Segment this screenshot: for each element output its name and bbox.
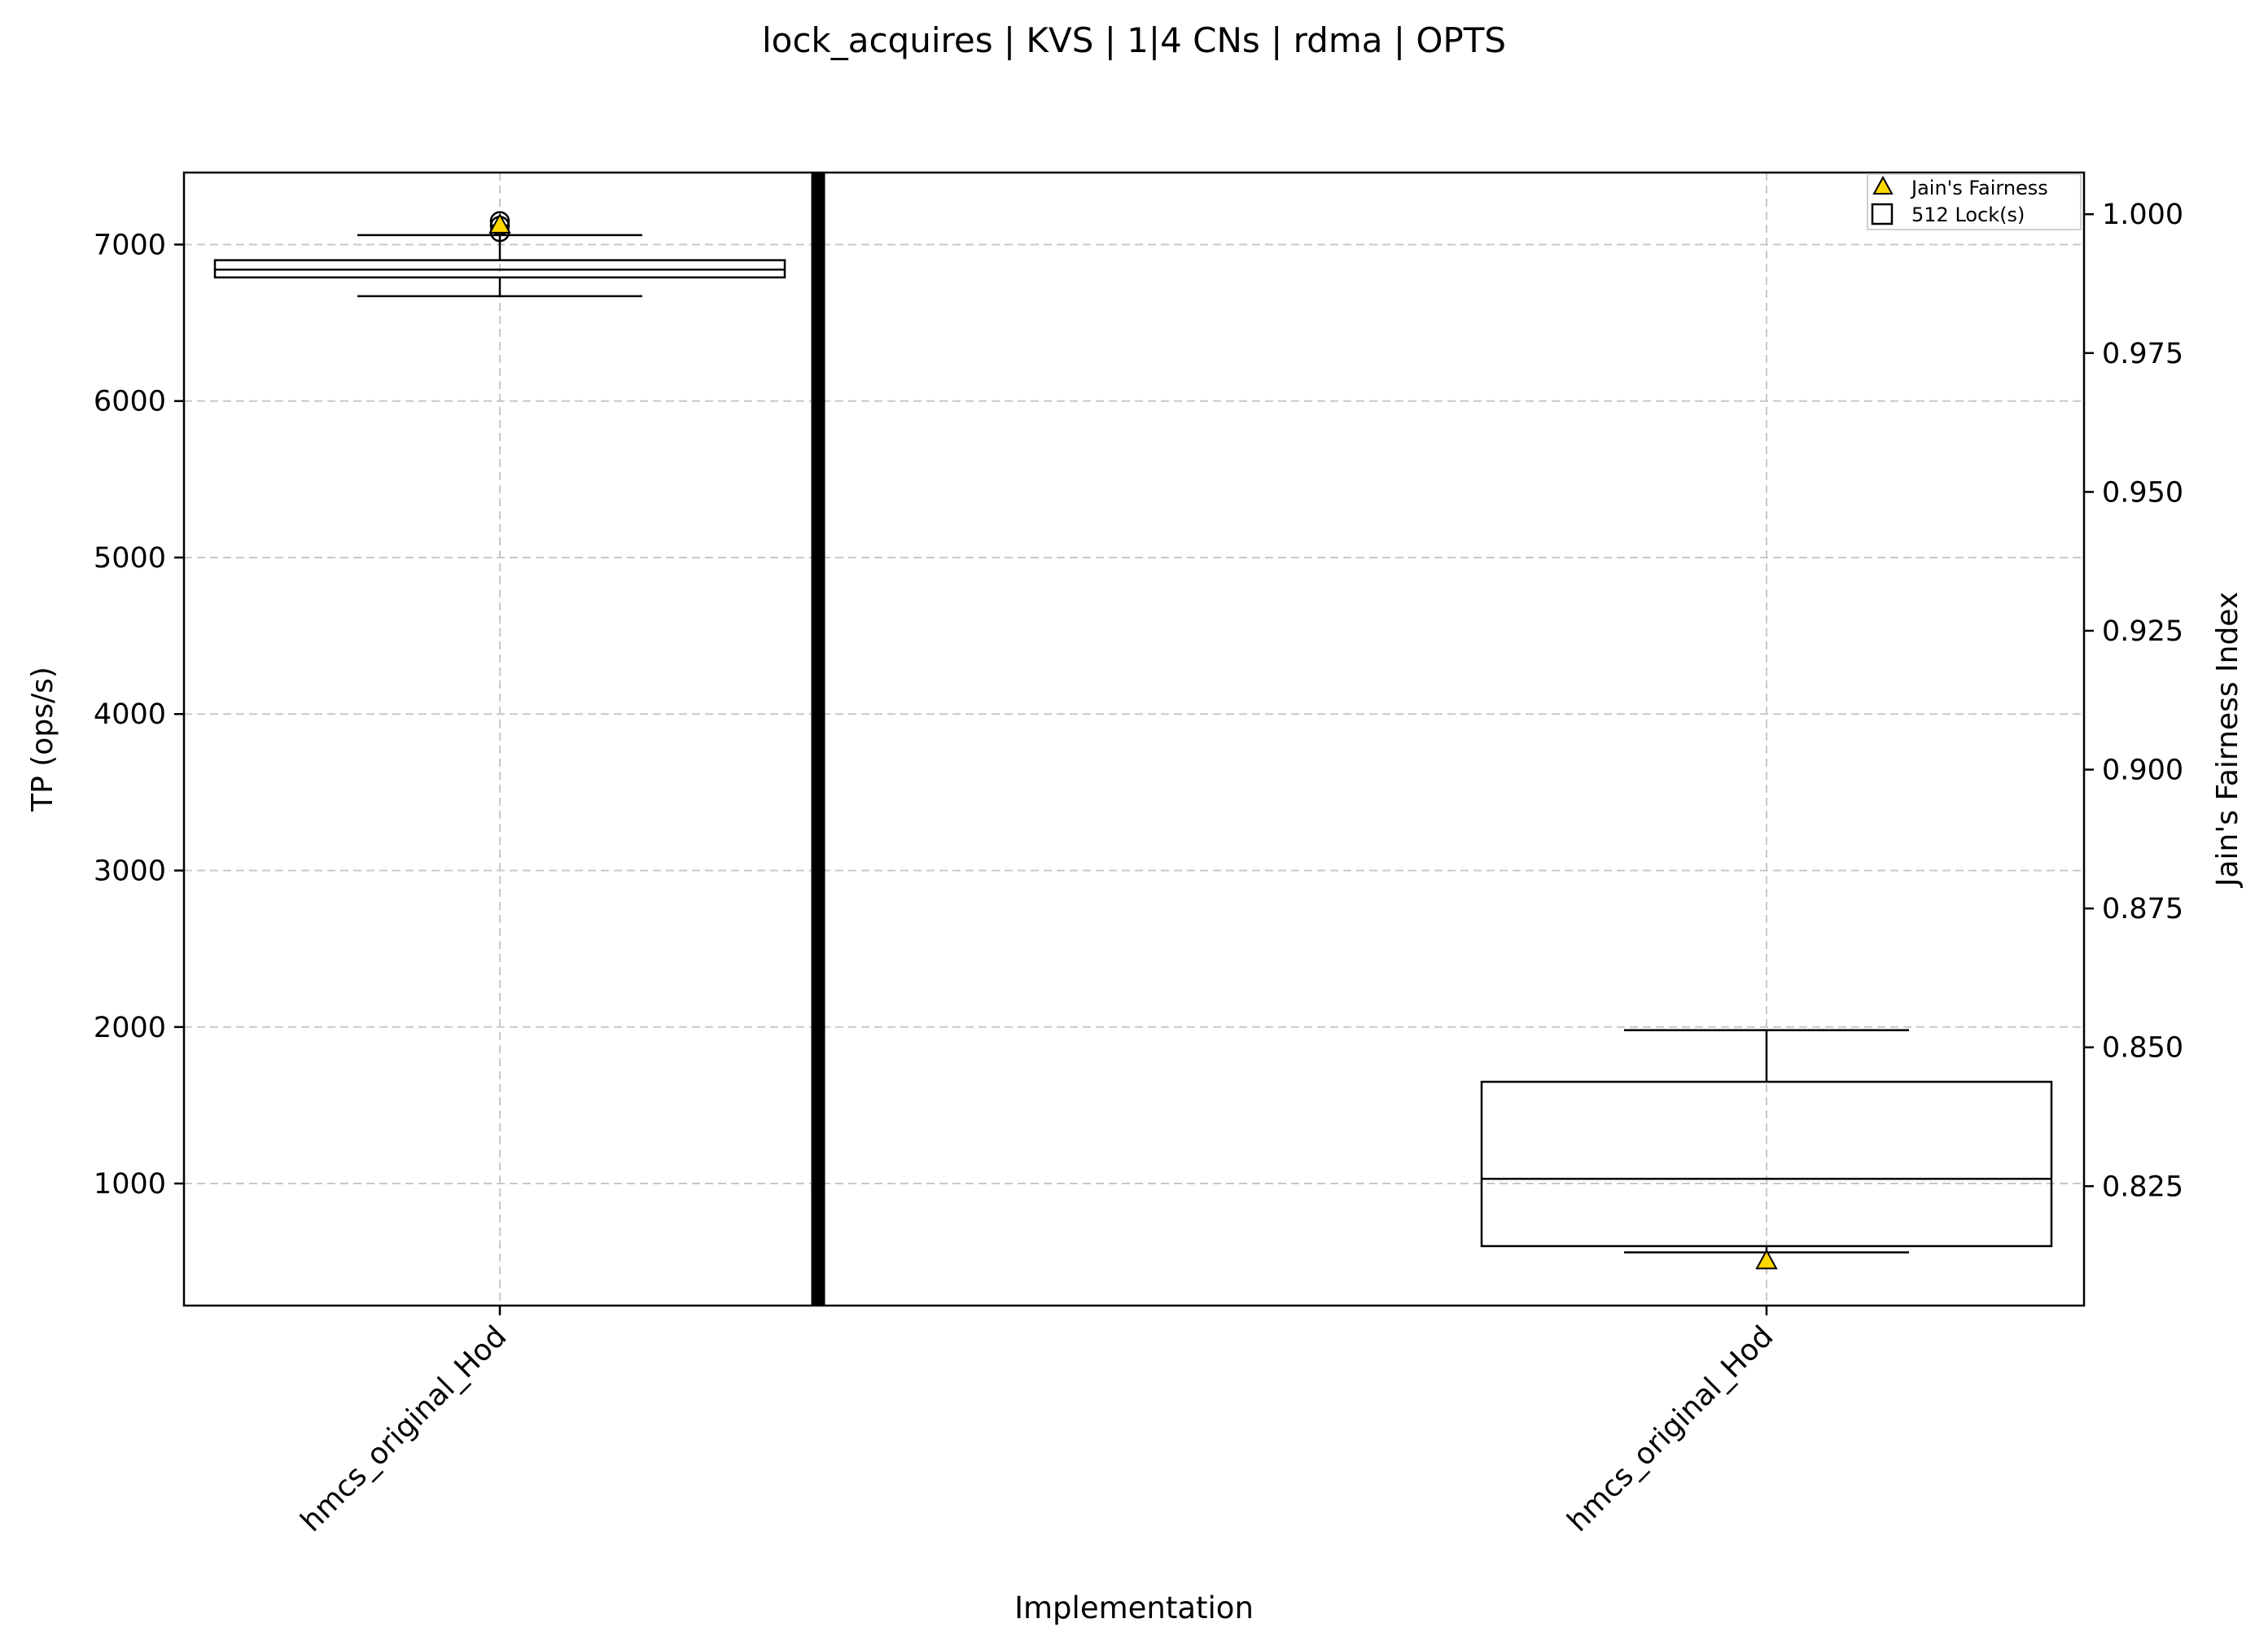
x-tick-label-0: hmcs_original_Hod — [295, 1319, 514, 1538]
grid-lines — [184, 173, 2084, 1306]
left-axis: 1000 2000 3000 4000 5000 6000 7000 — [94, 229, 184, 1201]
right-tick-label-2: 0.875 — [2102, 893, 2183, 925]
x-axis-label: Implementation — [1014, 1590, 1254, 1625]
fairness-marker-0 — [488, 212, 511, 234]
left-tick-label-1: 2000 — [94, 1012, 166, 1044]
legend-square-icon — [1871, 203, 1894, 225]
fairness-marker-1 — [1755, 1249, 1778, 1270]
legend-label-locks: 512 Lock(s) — [1911, 203, 2025, 226]
plot-frame — [182, 171, 2086, 1307]
chart-title: lock_acquires | KVS | 1|4 CNs | rdma | O… — [762, 20, 1506, 60]
legend: Jain's Fairness 512 Lock(s) — [1867, 173, 2082, 230]
right-tick-label-5: 0.950 — [2102, 476, 2183, 509]
x-axis: hmcs_original_Hod hmcs_original_Hod — [295, 1306, 1780, 1538]
box-plots — [213, 211, 2053, 1253]
right-tick-label-6: 0.975 — [2102, 338, 2183, 370]
right-y-axis-label: Jain's Fairness Index — [2211, 592, 2244, 888]
left-tick-label-6: 7000 — [94, 229, 166, 261]
y-axis-label: TP (ops/s) — [26, 667, 59, 812]
left-tick-label-0: 1000 — [94, 1168, 166, 1201]
left-tick-label-3: 4000 — [94, 698, 166, 731]
box-1 — [1480, 1080, 2053, 1248]
legend-box — [1867, 173, 2082, 230]
fairness-markers — [488, 212, 1778, 1270]
left-tick-label-4: 5000 — [94, 542, 166, 575]
left-tick-label-5: 6000 — [94, 386, 166, 418]
legend-triangle-icon — [1872, 175, 1894, 195]
left-tick-label-2: 3000 — [94, 855, 166, 888]
right-tick-label-1: 0.850 — [2102, 1032, 2183, 1065]
right-tick-label-7: 1.000 — [2102, 199, 2183, 231]
right-tick-label-0: 0.825 — [2102, 1170, 2183, 1203]
legend-label-fairness: Jain's Fairness — [1910, 177, 2048, 199]
x-tick-label-1: hmcs_original_Hod — [1561, 1319, 1780, 1538]
right-tick-label-4: 0.925 — [2102, 615, 2183, 648]
right-tick-label-3: 0.900 — [2102, 755, 2183, 787]
right-axis: 0.825 0.850 0.875 0.900 0.925 0.950 0.975 1.000 — [2084, 199, 2183, 1203]
